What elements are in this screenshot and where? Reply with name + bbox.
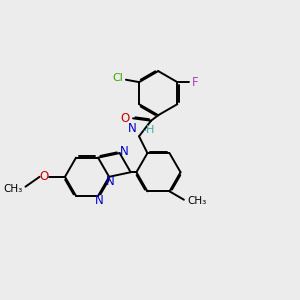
Text: F: F [192,76,199,88]
Text: O: O [120,112,130,125]
Text: CH₃: CH₃ [3,184,22,194]
Text: Cl: Cl [112,73,123,83]
Text: N: N [106,176,115,188]
Text: -H: -H [142,125,155,135]
Text: N: N [119,145,128,158]
Text: N: N [128,122,137,135]
Text: N: N [95,194,104,207]
Text: CH₃: CH₃ [187,196,206,206]
Text: O: O [40,170,49,183]
